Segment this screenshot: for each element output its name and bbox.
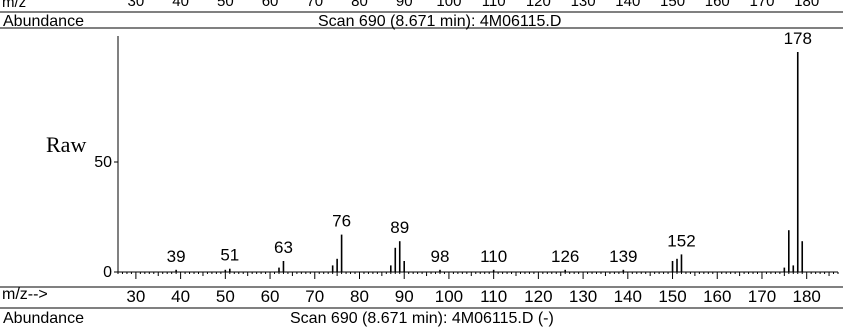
peak-label-126: 126 — [551, 247, 579, 266]
x-tick-label: 50 — [216, 287, 235, 306]
top-axis-ticks: 30 40 50 60 70 80 90 100 110 120 130 140 150 160 170 18… — [128, 0, 820, 10]
top-tick-label: 50 — [217, 0, 234, 10]
x-tick-label: 120 — [524, 287, 552, 306]
peak-label-76: 76 — [332, 212, 351, 231]
x-tick-label: 150 — [658, 287, 686, 306]
raw-overlay-label: Raw — [46, 132, 86, 157]
x-tick-label: 180 — [793, 287, 821, 306]
x-tick-label: 40 — [171, 287, 190, 306]
footer-abundance-label: Abundance — [3, 310, 84, 327]
x-tick-label: 140 — [614, 287, 642, 306]
top-tick-label: 40 — [172, 0, 189, 10]
x-tick-label: 60 — [261, 287, 280, 306]
x-tick-label: 90 — [395, 287, 414, 306]
peak-label-39: 39 — [167, 247, 186, 266]
peak-label-178: 178 — [784, 29, 812, 48]
x-axis-title: m/z--> — [2, 286, 48, 303]
spectrum-peaks — [175, 52, 804, 272]
peak-label-51: 51 — [220, 246, 239, 265]
top-tick-label: 130 — [571, 0, 596, 10]
header-scan-label: Scan 690 (8.671 min): 4M06115.D — [318, 13, 561, 30]
x-tick-label: 100 — [435, 287, 463, 306]
peak-label-63: 63 — [274, 238, 293, 257]
y-tick-label: 0 — [103, 264, 112, 281]
peak-label-89: 89 — [390, 218, 409, 237]
x-tick-label: 110 — [480, 287, 507, 306]
x-tick-label: 30 — [126, 287, 145, 306]
y-tick-label: 50 — [94, 154, 112, 171]
top-tick-label: 150 — [660, 0, 685, 10]
footer-scan-label: Scan 690 (8.671 min): 4M06115.D (-) — [290, 310, 554, 327]
header-abundance-label: Abundance — [3, 13, 84, 30]
top-tick-label: 160 — [705, 0, 730, 10]
top-tick-label: 100 — [436, 0, 461, 10]
top-tick-label: 140 — [615, 0, 640, 10]
x-tick-label: 160 — [703, 287, 731, 306]
x-tick-label: 70 — [305, 287, 324, 306]
top-axis-label: m/z — [2, 0, 26, 11]
top-tick-label: 110 — [482, 0, 506, 10]
peak-label-152: 152 — [667, 231, 695, 250]
top-tick-label: 120 — [526, 0, 551, 10]
x-tick-label: 170 — [748, 287, 776, 306]
x-tick-label: 130 — [569, 287, 597, 306]
chart-axes: 0 50 30 40 50 60 70 80 90 100 110 120 130 140 150 160 17… — [0, 36, 843, 306]
top-tick-label: 30 — [128, 0, 145, 10]
top-tick-label: 60 — [262, 0, 279, 10]
top-tick-label: 80 — [351, 0, 368, 10]
peak-labels: 39 51 63 76 89 98 110 126 139 152 178 — [167, 29, 812, 266]
top-tick-label: 90 — [396, 0, 413, 10]
peak-label-110: 110 — [480, 247, 507, 266]
peak-label-98: 98 — [431, 247, 450, 266]
top-tick-label: 70 — [306, 0, 323, 10]
top-tick-label: 180 — [794, 0, 819, 10]
top-tick-label: 170 — [749, 0, 774, 10]
peak-label-139: 139 — [609, 247, 637, 266]
x-tick-label: 80 — [350, 287, 369, 306]
